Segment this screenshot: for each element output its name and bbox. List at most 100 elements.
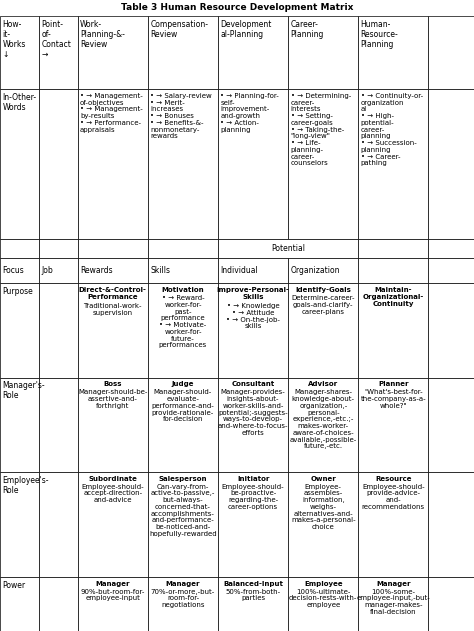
Text: Organization: Organization — [291, 266, 340, 275]
Text: Subordinate: Subordinate — [88, 476, 137, 481]
Bar — [0, 283, 39, 377]
Text: "What's-best-for-
the-company-as-a-
whole?": "What's-best-for- the-company-as-a- whol… — [361, 389, 426, 409]
Bar — [39, 239, 78, 258]
Bar — [148, 577, 218, 631]
Text: Initiator: Initiator — [237, 476, 269, 481]
Bar — [358, 283, 428, 377]
Bar — [428, 258, 474, 283]
Bar — [0, 377, 39, 472]
Text: Skills: Skills — [150, 266, 170, 275]
Text: Manager: Manager — [96, 581, 130, 587]
Bar — [428, 283, 474, 377]
Text: • → Management-
of-objectives
• → Management-
by-results
• → Performance-
apprai: • → Management- of-objectives • → Manage… — [80, 93, 143, 133]
Bar — [218, 89, 288, 239]
Text: Owner: Owner — [310, 476, 336, 481]
Bar — [148, 283, 218, 377]
Bar — [218, 283, 288, 377]
Text: Consultant: Consultant — [231, 381, 275, 387]
Bar — [358, 472, 428, 577]
Bar — [288, 283, 358, 377]
Text: How-
it-
Works
↓: How- it- Works ↓ — [2, 20, 26, 59]
Bar — [78, 16, 148, 89]
Bar — [288, 472, 358, 577]
Bar — [218, 472, 288, 577]
Bar — [428, 472, 474, 577]
Text: Development
al-Planning: Development al-Planning — [220, 20, 272, 38]
Text: Motivation: Motivation — [162, 287, 204, 293]
Text: Manager: Manager — [376, 581, 410, 587]
Bar — [0, 472, 39, 577]
Text: Manager-provides-
insights-about-
worker-skills-and-
potential;-suggests-
ways-t: Manager-provides- insights-about- worker… — [218, 389, 288, 436]
Bar — [358, 89, 428, 239]
Bar — [288, 377, 358, 472]
Bar — [39, 16, 78, 89]
Text: Resource: Resource — [375, 476, 412, 481]
Bar — [39, 377, 78, 472]
Text: 70%-or-more,-but-
room-for-
negotiations: 70%-or-more,-but- room-for- negotiations — [151, 589, 215, 608]
Text: Employee-should-
accept-direction-
and-advice: Employee-should- accept-direction- and-a… — [82, 483, 144, 503]
Bar — [78, 89, 148, 239]
Text: Identify-Goals: Identify-Goals — [295, 287, 351, 293]
Text: Manager-shares-
knowledge-about-
organization,-
personal-
experience,-etc.;-
mak: Manager-shares- knowledge-about- organiz… — [290, 389, 357, 449]
Bar — [148, 16, 218, 89]
Bar — [218, 577, 288, 631]
Bar — [78, 239, 148, 258]
Text: Employee: Employee — [304, 581, 343, 587]
Text: Employee's-
Role: Employee's- Role — [2, 476, 49, 495]
Bar — [148, 377, 218, 472]
Text: Judge: Judge — [172, 381, 194, 387]
Text: Individual: Individual — [220, 266, 258, 275]
Text: Table 3 Human Resource Development Matrix: Table 3 Human Resource Development Matri… — [121, 3, 353, 12]
Text: 90%-but-room-for-
employee-input: 90%-but-room-for- employee-input — [81, 589, 145, 601]
Text: • → Knowledge
• → Attitude
• → On-the-job-
skills: • → Knowledge • → Attitude • → On-the-jo… — [226, 303, 280, 329]
Bar — [0, 16, 39, 89]
Bar — [78, 472, 148, 577]
Text: Traditional-work-
supervision: Traditional-work- supervision — [83, 303, 142, 316]
Bar — [358, 377, 428, 472]
Bar — [428, 377, 474, 472]
Bar — [218, 377, 288, 472]
Bar — [428, 577, 474, 631]
Bar — [39, 472, 78, 577]
Bar — [428, 239, 474, 258]
Bar — [428, 89, 474, 239]
Text: Focus: Focus — [2, 266, 24, 275]
Text: • → Determining-
career-
interests
• → Setting-
career-goals
• → Taking-the-
"lo: • → Determining- career- interests • → S… — [291, 93, 351, 167]
Bar — [0, 239, 39, 258]
Bar — [428, 16, 474, 89]
Bar — [0, 89, 39, 239]
Text: Salesperson: Salesperson — [159, 476, 207, 481]
Text: Advisor: Advisor — [308, 381, 338, 387]
Text: Direct-&-Control-
Performance: Direct-&-Control- Performance — [79, 287, 147, 300]
Text: Boss: Boss — [103, 381, 122, 387]
Text: Manager-should-be-
assertive-and-
forthright: Manager-should-be- assertive-and- forthr… — [78, 389, 147, 409]
Text: Job: Job — [41, 266, 53, 275]
Bar — [218, 16, 288, 89]
Text: Planner: Planner — [378, 381, 409, 387]
Bar — [288, 258, 358, 283]
Bar — [358, 577, 428, 631]
Bar — [39, 258, 78, 283]
Text: 100%-some-
employee-input,-but-
manager-makes-
final-decision: 100%-some- employee-input,-but- manager-… — [356, 589, 430, 615]
Text: Point-
of-
Contact
→: Point- of- Contact → — [41, 20, 71, 59]
Text: Can-vary-from-
active-to-passive,-
but-always-
concerned-that-
accomplishments-
: Can-vary-from- active-to-passive,- but-a… — [149, 483, 217, 537]
Bar — [218, 258, 288, 283]
Bar — [39, 577, 78, 631]
Bar — [288, 16, 358, 89]
Text: Human-
Resource-
Planning: Human- Resource- Planning — [361, 20, 399, 49]
Text: Manager-should-
evaluate-
performance-and-
provide-rationale-
for-decision: Manager-should- evaluate- performance-an… — [152, 389, 214, 422]
Bar — [78, 283, 148, 377]
Text: Work-
Planning-&-
Review: Work- Planning-&- Review — [80, 20, 125, 49]
Bar — [288, 89, 358, 239]
Text: Determine-career-
goals-and-clarify-
career-plans: Determine-career- goals-and-clarify- car… — [292, 295, 355, 314]
Bar — [148, 239, 218, 258]
Text: Manager: Manager — [166, 581, 200, 587]
Text: Improve-Personal-
Skills: Improve-Personal- Skills — [217, 287, 290, 300]
Bar — [39, 89, 78, 239]
Text: • → Planning-for-
self-
improvement-
and-growth
• → Action-
planning: • → Planning-for- self- improvement- and… — [220, 93, 279, 133]
Text: Manager's-
Role: Manager's- Role — [2, 381, 45, 400]
Text: Rewards: Rewards — [80, 266, 113, 275]
Text: Purpose: Purpose — [2, 287, 33, 296]
Text: Power: Power — [2, 581, 26, 589]
Bar — [78, 377, 148, 472]
